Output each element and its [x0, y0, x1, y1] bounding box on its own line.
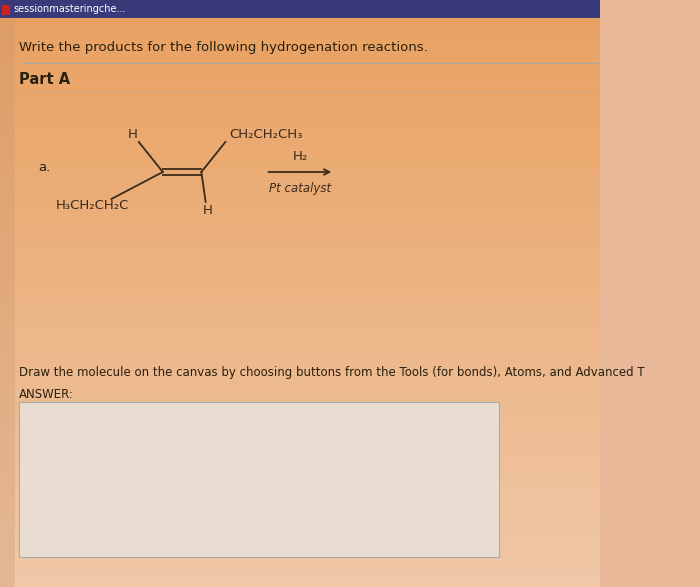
Bar: [0, 450, 600, 460]
Bar: [0, 558, 600, 568]
Bar: [0, 19, 600, 29]
Bar: [0, 548, 600, 558]
Text: Part A: Part A: [19, 72, 70, 86]
Bar: [0, 274, 600, 284]
Text: a.: a.: [38, 160, 51, 174]
Bar: [0, 460, 600, 470]
Bar: [0, 166, 600, 176]
Bar: [0, 352, 600, 362]
Bar: [0, 294, 600, 303]
Bar: [0, 313, 600, 323]
Bar: [0, 107, 600, 117]
Bar: [0, 440, 600, 450]
Text: sessionmasteringche...: sessionmasteringche...: [14, 4, 126, 14]
Text: H₃CH₂CH₂C: H₃CH₂CH₂C: [56, 198, 129, 211]
Bar: [0, 382, 600, 392]
Bar: [0, 117, 600, 127]
Bar: [0, 489, 600, 499]
Bar: [0, 215, 600, 225]
Text: H: H: [128, 127, 138, 140]
Bar: [0, 0, 600, 18]
Bar: [0, 254, 600, 264]
Bar: [0, 205, 600, 215]
Bar: [0, 78, 600, 88]
Bar: [0, 392, 600, 401]
Bar: [0, 518, 600, 528]
Bar: [0, 98, 600, 107]
Bar: [0, 342, 600, 352]
Bar: [0, 430, 600, 440]
Bar: [0, 480, 600, 489]
Bar: [0, 59, 600, 69]
Bar: [0, 284, 600, 294]
Text: CH₂CH₂CH₃: CH₂CH₂CH₃: [230, 127, 303, 140]
Text: ANSWER:: ANSWER:: [19, 387, 74, 400]
Bar: [0, 568, 600, 577]
Bar: [0, 421, 600, 430]
Bar: [0, 157, 600, 166]
Bar: [0, 333, 600, 342]
Bar: [0, 509, 600, 518]
Bar: [0, 186, 600, 195]
Bar: [0, 323, 600, 333]
Bar: [1, 5, 10, 15]
Bar: [0, 88, 600, 98]
Bar: [0, 401, 600, 411]
Bar: [19, 402, 498, 557]
Bar: [0, 264, 600, 274]
Bar: [0, 147, 600, 157]
Text: H₂: H₂: [293, 150, 307, 163]
Bar: [0, 39, 600, 49]
Bar: [0, 470, 600, 480]
Bar: [0, 499, 600, 509]
Text: H: H: [202, 204, 212, 217]
Bar: [0, 528, 600, 538]
Text: Write the products for the following hydrogenation reactions.: Write the products for the following hyd…: [19, 41, 428, 53]
Text: Pt catalyst: Pt catalyst: [269, 181, 331, 194]
Text: Draw the molecule on the canvas by choosing buttons from the Tools (for bonds), : Draw the molecule on the canvas by choos…: [19, 366, 645, 379]
Bar: [0, 0, 600, 10]
Bar: [0, 538, 600, 548]
Bar: [0, 235, 600, 245]
Bar: [0, 127, 600, 137]
Bar: [0, 176, 600, 186]
Bar: [0, 245, 600, 254]
Bar: [0, 137, 600, 147]
Bar: [0, 18, 15, 587]
Bar: [0, 411, 600, 421]
Bar: [0, 303, 600, 313]
Bar: [0, 49, 600, 59]
Bar: [0, 29, 600, 39]
Bar: [0, 225, 600, 235]
Bar: [0, 372, 600, 382]
Bar: [0, 10, 600, 19]
Bar: [0, 362, 600, 372]
Bar: [0, 577, 600, 587]
Bar: [0, 69, 600, 78]
Bar: [0, 195, 600, 205]
